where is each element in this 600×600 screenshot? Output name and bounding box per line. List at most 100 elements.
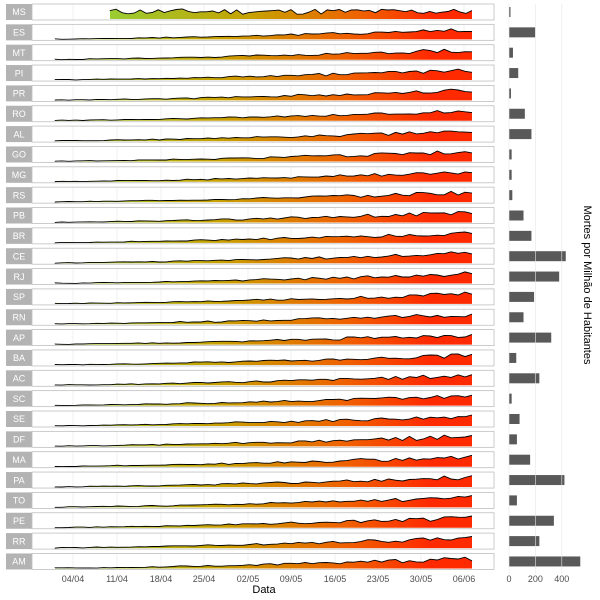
trend-line: [54, 190, 473, 203]
trend-line: [54, 536, 473, 549]
strip-label-bg: [6, 166, 32, 183]
state-label: ES: [13, 28, 25, 38]
state-label: PR: [13, 89, 26, 99]
panel-frame: [31, 288, 495, 306]
bar-axis-title: Mortes por Milhão de Habitantes: [581, 206, 593, 365]
state-panel-pb: PB: [6, 207, 524, 224]
deaths-bar: [509, 149, 512, 160]
date-tick-label: 02/05: [237, 574, 260, 584]
deaths-bar: [509, 129, 532, 140]
state-panel-ap: AP: [6, 329, 552, 347]
trend-area: [55, 314, 472, 325]
panel-frame: [31, 471, 495, 489]
state-panel-ce: CE: [6, 247, 566, 265]
deaths-bar: [509, 475, 565, 486]
trend-line: [54, 130, 473, 142]
state-label: MG: [12, 170, 27, 180]
panel-frame: [31, 553, 495, 570]
deaths-bar: [509, 47, 513, 58]
panel-frame: [31, 85, 495, 102]
strip-label-bg: [6, 288, 32, 305]
state-panel-pa: PA: [6, 471, 565, 489]
trend-line: [54, 150, 473, 162]
state-label: PI: [15, 68, 24, 78]
state-panel-ba: BA: [6, 349, 517, 367]
deaths-bar: [509, 434, 517, 445]
panel-frame: [31, 308, 495, 326]
deaths-bar: [509, 515, 554, 526]
strip-label-bg: [6, 44, 32, 61]
trend-area: [55, 251, 472, 264]
deaths-bar: [509, 291, 535, 302]
trend-line: [54, 251, 473, 264]
trend-line: [54, 171, 473, 183]
deaths-bar: [509, 27, 536, 38]
deaths-bar: [509, 352, 517, 363]
panel-frame: [31, 64, 495, 82]
strip-label-bg: [6, 146, 32, 163]
state-label: DF: [13, 435, 25, 445]
trend-area: [55, 271, 472, 284]
trend-line: [54, 495, 473, 508]
state-panel-pi: PI: [6, 64, 519, 82]
date-tick-label: 23/05: [367, 574, 390, 584]
strip-label-bg: [6, 329, 32, 346]
state-label: AL: [13, 129, 24, 139]
panel-frame: [31, 491, 495, 509]
panel-frame: [31, 166, 495, 184]
state-label: PB: [13, 211, 25, 221]
state-panel-al: AL: [6, 125, 532, 143]
panel-frame: [31, 390, 495, 408]
deaths-bar: [509, 271, 560, 282]
state-label: PE: [13, 516, 25, 526]
state-panel-pe: PE: [6, 512, 554, 530]
panel-frame: [31, 512, 495, 530]
deaths-bar: [509, 190, 513, 201]
strip-label-bg: [6, 411, 32, 427]
trend-line: [54, 68, 473, 81]
date-tick-label: 04/04: [62, 574, 85, 584]
deaths-bar: [509, 332, 552, 343]
panel-frame: [31, 247, 495, 265]
strip-label-bg: [6, 105, 32, 122]
panel-frame: [31, 146, 495, 163]
trend-area: [55, 395, 472, 406]
date-tick-label: 18/04: [150, 574, 173, 584]
state-label: MS: [12, 7, 26, 17]
state-panel-to: TO: [6, 491, 517, 509]
strip-label-bg: [6, 248, 32, 265]
trend-area: [55, 69, 472, 81]
panel-frame: [31, 369, 495, 387]
date-tick-label: 06/06: [453, 574, 476, 584]
panel-frame: [31, 451, 495, 469]
state-panel-rs: RS: [6, 186, 513, 204]
bar-axis: 0 200 400: [506, 4, 569, 584]
trend-area: [55, 557, 472, 569]
date-tick-label: 09/05: [280, 574, 303, 584]
strip-label-bg: [6, 24, 32, 41]
state-label: AM: [12, 557, 26, 567]
trend-line: [54, 211, 473, 223]
strip-label-bg: [6, 227, 32, 244]
deaths-bar: [509, 230, 532, 241]
state-label: RJ: [14, 272, 25, 282]
state-panel-sp: SP: [6, 288, 535, 306]
trend-line: [54, 515, 473, 529]
state-label: PA: [13, 475, 24, 485]
x-axis-title: Data: [252, 584, 276, 596]
trend-area: [55, 292, 472, 304]
panel-frame: [31, 44, 495, 62]
trend-line: [109, 8, 473, 15]
trend-line: [54, 374, 473, 386]
state-label: AC: [13, 374, 26, 384]
date-axis: 04/04 11/04 18/04 25/04 02/05 09/05 16/05 23/05…: [62, 574, 476, 584]
deaths-bar: [509, 68, 519, 79]
strip-label-bg: [6, 126, 32, 143]
state-panel-am: AM: [6, 553, 581, 570]
strip-label-bg: [6, 553, 32, 570]
strip-label-bg: [6, 85, 32, 102]
trend-area: [55, 110, 472, 121]
trend-area: [55, 435, 472, 447]
panel-frame: [31, 410, 495, 428]
